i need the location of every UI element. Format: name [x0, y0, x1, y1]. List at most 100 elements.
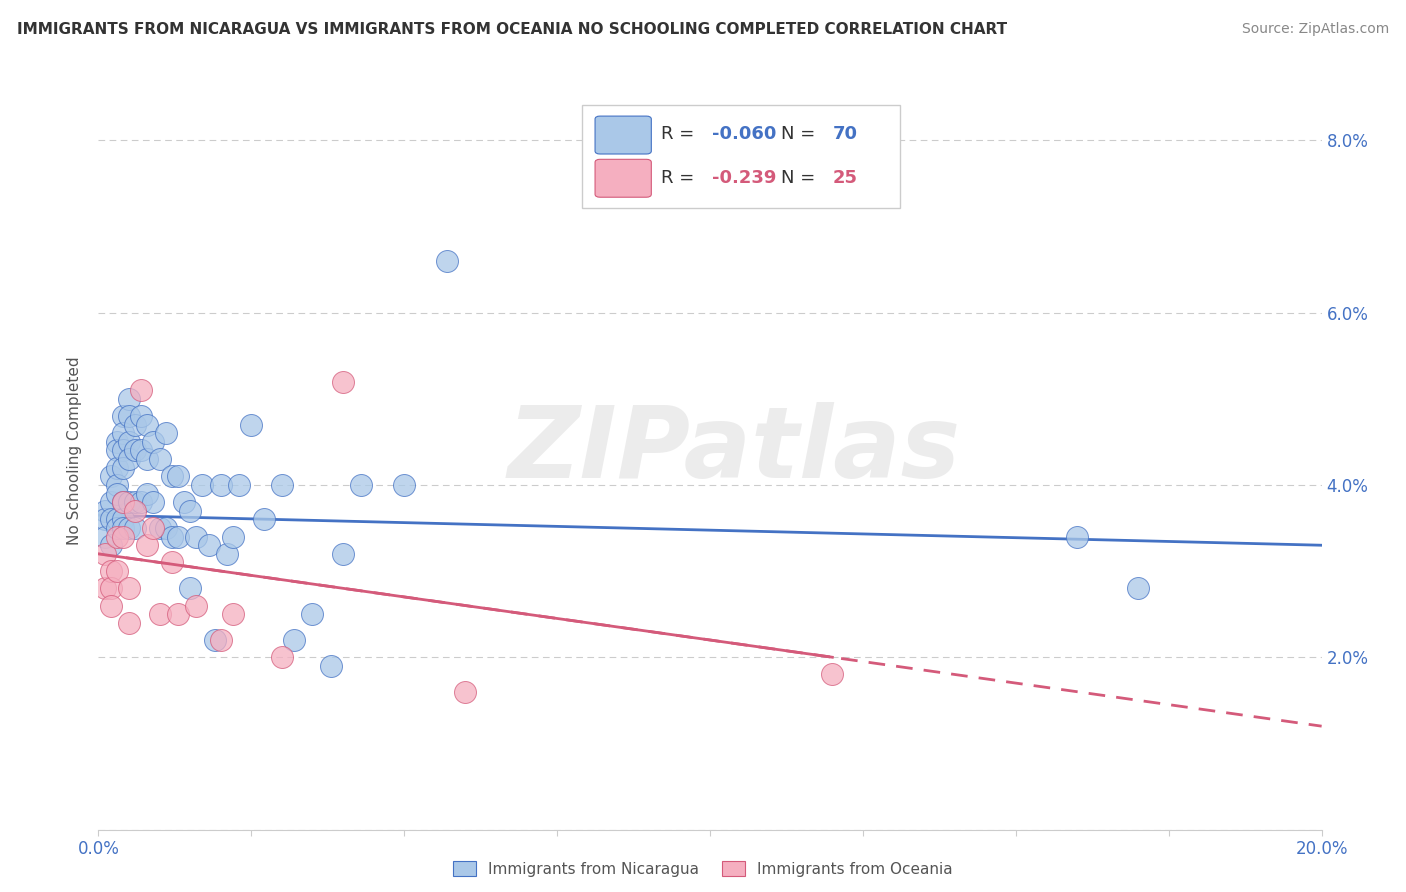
Point [100, 495, 122, 509]
Y-axis label: No Schooling Completed: No Schooling Completed [67, 356, 83, 545]
Text: 70: 70 [832, 125, 858, 144]
Point [118, 521, 141, 535]
Point [197, 538, 219, 552]
Point [100, 512, 122, 526]
Point [100, 538, 122, 552]
Point [209, 478, 232, 492]
Point [142, 434, 165, 449]
Point [118, 452, 141, 467]
Point [179, 582, 201, 596]
Point [332, 375, 354, 389]
Point [111, 426, 134, 441]
Point [204, 633, 226, 648]
Point [228, 478, 250, 492]
Point [118, 434, 141, 449]
Point [129, 443, 152, 458]
Point [136, 417, 159, 432]
Point [319, 658, 342, 673]
Point [105, 564, 128, 578]
Point [142, 521, 165, 535]
Point [191, 478, 214, 492]
Point [332, 547, 354, 561]
Text: R =: R = [661, 169, 700, 186]
Text: N =: N = [780, 169, 821, 186]
Point [105, 486, 128, 500]
Text: Source: ZipAtlas.com: Source: ZipAtlas.com [1241, 22, 1389, 37]
Point [105, 443, 128, 458]
Point [105, 512, 128, 526]
Point [111, 512, 134, 526]
Point [136, 538, 159, 552]
Point [149, 452, 172, 467]
Point [118, 495, 141, 509]
Point [93, 582, 115, 596]
Point [240, 417, 263, 432]
Point [167, 607, 190, 622]
Point [100, 599, 122, 613]
Point [167, 469, 190, 483]
Text: N =: N = [780, 125, 821, 144]
Point [105, 530, 128, 544]
Point [111, 460, 134, 475]
Point [186, 530, 208, 544]
Point [160, 556, 183, 570]
FancyBboxPatch shape [595, 160, 651, 197]
Point [118, 392, 141, 406]
Point [118, 409, 141, 423]
Point [252, 512, 274, 526]
Point [93, 504, 115, 518]
Point [100, 582, 122, 596]
Point [186, 599, 208, 613]
Point [124, 443, 146, 458]
Point [149, 521, 172, 535]
Point [105, 478, 128, 492]
Point [124, 504, 146, 518]
Point [392, 478, 416, 492]
Point [124, 521, 146, 535]
Text: -0.239: -0.239 [713, 169, 778, 186]
Point [129, 409, 152, 423]
Point [454, 684, 477, 698]
Text: -0.060: -0.060 [713, 125, 778, 144]
Point [160, 469, 183, 483]
Point [111, 530, 134, 544]
Point [93, 547, 115, 561]
Point [105, 521, 128, 535]
Point [136, 486, 159, 500]
Point [155, 521, 177, 535]
Point [105, 434, 128, 449]
Point [179, 504, 201, 518]
Point [105, 460, 128, 475]
Point [111, 443, 134, 458]
Point [100, 469, 122, 483]
Point [167, 530, 190, 544]
Point [1128, 582, 1150, 596]
Point [124, 495, 146, 509]
Point [270, 478, 292, 492]
Point [209, 633, 232, 648]
Point [160, 530, 183, 544]
Point [142, 495, 165, 509]
Point [270, 650, 292, 665]
Text: IMMIGRANTS FROM NICARAGUA VS IMMIGRANTS FROM OCEANIA NO SCHOOLING COMPLETED CORR: IMMIGRANTS FROM NICARAGUA VS IMMIGRANTS … [17, 22, 1007, 37]
Point [222, 530, 245, 544]
Text: ZIPatlas: ZIPatlas [508, 402, 962, 499]
Point [436, 253, 458, 268]
Text: R =: R = [661, 125, 700, 144]
FancyBboxPatch shape [595, 116, 651, 154]
Point [350, 478, 373, 492]
FancyBboxPatch shape [582, 105, 900, 208]
Point [155, 426, 177, 441]
Point [93, 530, 115, 544]
Point [118, 615, 141, 630]
Point [301, 607, 323, 622]
Point [1066, 530, 1088, 544]
Point [100, 564, 122, 578]
Point [93, 512, 115, 526]
Point [821, 667, 844, 681]
Point [111, 409, 134, 423]
Point [124, 417, 146, 432]
Point [222, 607, 245, 622]
Point [111, 495, 134, 509]
Point [129, 383, 152, 397]
